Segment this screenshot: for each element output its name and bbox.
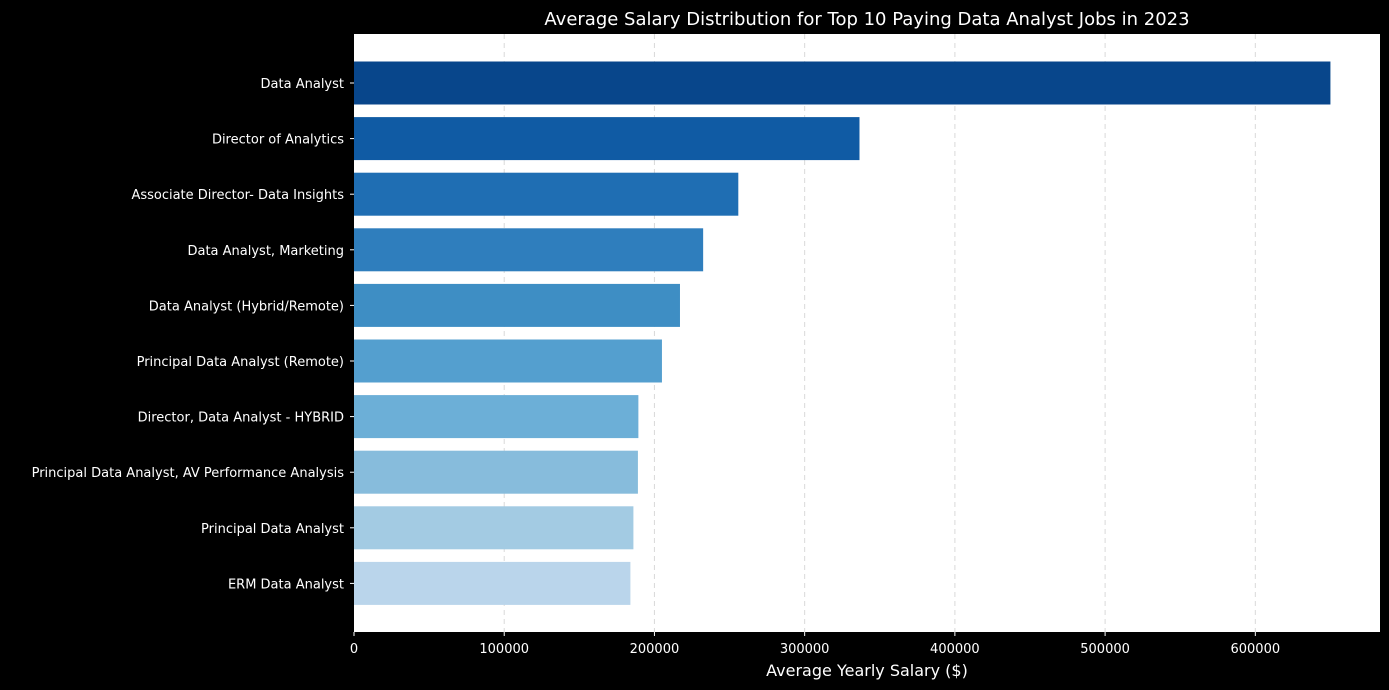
bar <box>354 172 739 216</box>
category-labels: Data Analyst Director of Analytics Associa… <box>32 77 354 592</box>
category-label: Director, Data Analyst - HYBRID <box>138 411 344 426</box>
category-label: ERM Data Analyst <box>228 577 344 592</box>
x-tick-label: 200000 <box>630 642 680 657</box>
bars <box>354 61 1331 605</box>
bar <box>354 506 634 550</box>
x-axis-label: Average Yearly Salary ($) <box>766 661 968 680</box>
bar <box>354 117 860 161</box>
category-label: Principal Data Analyst <box>201 522 344 537</box>
category-label: Director of Analytics <box>212 133 344 148</box>
bar <box>354 61 1331 105</box>
category-label: Data Analyst (Hybrid/Remote) <box>149 299 344 314</box>
bar <box>354 395 639 439</box>
x-tick-label: 0 <box>350 642 358 657</box>
bar <box>354 450 638 494</box>
x-tick-label: 300000 <box>780 642 830 657</box>
category-label: Associate Director- Data Insights <box>131 188 344 203</box>
bar <box>354 228 704 272</box>
category-label: Data Analyst, Marketing <box>187 244 344 259</box>
bar <box>354 339 662 383</box>
x-tick-label: 500000 <box>1080 642 1130 657</box>
category-label: Data Analyst <box>261 77 344 92</box>
x-tick-label: 600000 <box>1230 642 1280 657</box>
x-ticks: 0 100000 200000 300000 400000 500000 600000 <box>350 632 1280 657</box>
category-label: Principal Data Analyst, AV Performance A… <box>32 466 345 481</box>
x-tick-label: 100000 <box>479 642 529 657</box>
x-tick-label: 400000 <box>930 642 980 657</box>
chart-title: Average Salary Distribution for Top 10 P… <box>544 9 1189 30</box>
bar <box>354 561 631 605</box>
bar <box>354 283 680 327</box>
category-label: Principal Data Analyst (Remote) <box>137 355 344 370</box>
